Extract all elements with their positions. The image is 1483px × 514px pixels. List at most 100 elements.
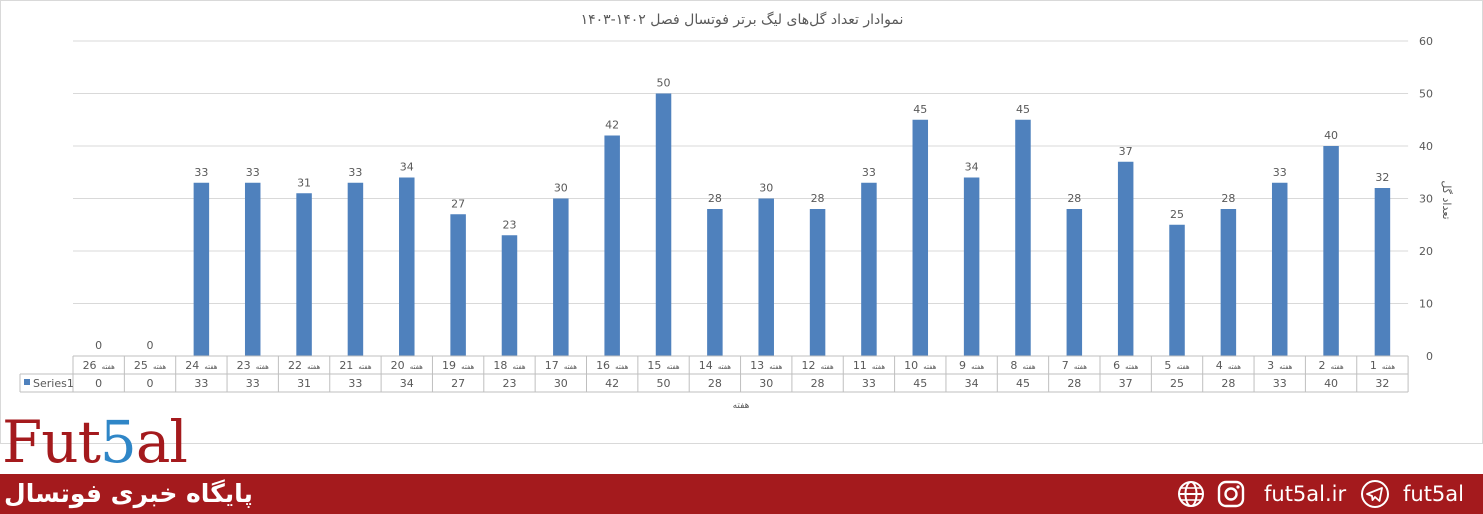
bar <box>296 193 312 356</box>
bar <box>912 119 929 356</box>
x-tick-label: هفته 26 <box>83 354 116 373</box>
data-label: 23 <box>502 218 516 231</box>
footer-tagline: پایگاه خبری فوتسال <box>4 479 253 508</box>
data-label: 25 <box>1170 208 1184 221</box>
x-tick-label: هفته 10 <box>904 354 937 373</box>
table-value: 33 <box>1273 377 1287 390</box>
x-tick-label: هفته 1 <box>1370 354 1396 373</box>
x-tick-label: هفته 14 <box>699 354 732 373</box>
bar <box>1323 146 1339 356</box>
x-tick-label: هفته 4 <box>1216 354 1242 373</box>
telegram-link-icon[interactable] <box>1360 474 1390 514</box>
y-tick-label: 40 <box>1419 140 1433 153</box>
data-label: 30 <box>554 182 568 195</box>
bar <box>244 182 261 356</box>
table-value: 25 <box>1170 377 1184 390</box>
data-label: 37 <box>1119 145 1133 158</box>
logo-text-5: 5 <box>99 408 137 476</box>
x-tick-label: هفته 8 <box>1010 354 1036 373</box>
y-tick-label: 30 <box>1419 193 1433 206</box>
table-value: 28 <box>1221 377 1235 390</box>
table-value: 34 <box>400 377 414 390</box>
x-tick-label: هفته 5 <box>1164 354 1190 373</box>
website-link[interactable]: fut5al.ir <box>1264 474 1346 514</box>
bar <box>655 93 672 356</box>
table-value: 28 <box>708 377 722 390</box>
logo-text-fut: Fut <box>2 408 101 476</box>
data-label: 0 <box>147 339 154 352</box>
x-axis-title: هفته <box>733 401 750 411</box>
table-value: 33 <box>194 377 208 390</box>
table-value: 33 <box>246 377 260 390</box>
website-text: fut5al.ir <box>1264 482 1347 506</box>
bar <box>347 182 364 356</box>
data-label: 45 <box>913 103 927 116</box>
chart-border <box>0 0 1483 444</box>
y-tick-label: 50 <box>1419 88 1433 101</box>
data-label: 45 <box>1016 103 1030 116</box>
y-axis-title: تعداد گل <box>1440 180 1453 219</box>
table-value: 34 <box>965 377 979 390</box>
x-tick-label: هفته 19 <box>442 354 475 373</box>
table-value: 23 <box>502 377 516 390</box>
data-label: 42 <box>605 119 619 132</box>
data-label: 34 <box>400 161 414 174</box>
data-label: 33 <box>1273 166 1287 179</box>
bar <box>1271 182 1288 356</box>
legend-series-name: Series1 <box>33 377 74 390</box>
x-tick-label: هفته 15 <box>647 354 680 373</box>
legend-swatch <box>24 379 30 385</box>
table-value: 50 <box>657 377 671 390</box>
bar <box>809 209 826 356</box>
table-value: 42 <box>605 377 619 390</box>
bar <box>501 235 518 356</box>
table-value: 33 <box>348 377 362 390</box>
table-value: 27 <box>451 377 465 390</box>
telegram-link[interactable]: fut5al <box>1403 474 1464 514</box>
x-tick-label: هفته 12 <box>801 354 834 373</box>
table-value: 45 <box>913 377 927 390</box>
data-label: 33 <box>246 166 260 179</box>
instagram-link[interactable] <box>1216 474 1246 514</box>
table-value: 45 <box>1016 377 1030 390</box>
table-value: 30 <box>759 377 773 390</box>
x-tick-label: هفته 23 <box>237 354 270 373</box>
bar <box>758 198 774 356</box>
x-tick-label: هفته 2 <box>1318 354 1344 373</box>
data-label: 40 <box>1324 129 1338 142</box>
data-label: 32 <box>1375 171 1389 184</box>
bar <box>193 182 210 356</box>
data-label: 28 <box>811 192 825 205</box>
data-label: 31 <box>297 176 311 189</box>
data-label: 0 <box>95 339 102 352</box>
x-tick-label: هفته 6 <box>1113 354 1139 373</box>
x-tick-label: هفته 13 <box>750 354 783 373</box>
x-tick-label: هفته 24 <box>185 354 218 373</box>
fut5al-logo: Fut 5 al <box>2 408 188 476</box>
bar <box>604 135 620 356</box>
bar <box>399 177 415 356</box>
table-value: 0 <box>95 377 102 390</box>
telegram-icon <box>1361 480 1389 508</box>
bar <box>553 198 569 356</box>
data-label: 33 <box>862 166 876 179</box>
table-value: 33 <box>862 377 876 390</box>
x-tick-label: هفته 9 <box>959 354 985 373</box>
y-tick-label: 10 <box>1419 298 1433 311</box>
x-tick-label: هفته 21 <box>339 354 372 373</box>
x-tick-label: هفته 22 <box>288 354 321 373</box>
table-value: 32 <box>1375 377 1389 390</box>
x-tick-label: هفته 20 <box>391 354 424 373</box>
data-label: 33 <box>194 166 208 179</box>
x-tick-label: هفته 11 <box>853 354 886 373</box>
website-link-icon[interactable] <box>1176 474 1206 514</box>
table-value: 40 <box>1324 377 1338 390</box>
bar <box>1220 209 1237 356</box>
table-value: 31 <box>297 377 311 390</box>
data-label: 30 <box>759 182 773 195</box>
data-label: 33 <box>348 166 362 179</box>
y-tick-label: 60 <box>1419 35 1433 48</box>
x-tick-label: هفته 16 <box>596 354 629 373</box>
data-label: 28 <box>1067 192 1081 205</box>
logo-text-al: al <box>135 408 188 476</box>
